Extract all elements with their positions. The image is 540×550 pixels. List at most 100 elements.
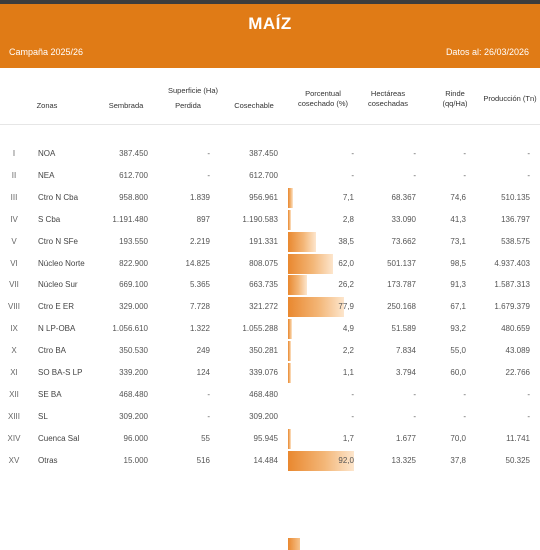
produccion-value: 11.741 (506, 433, 530, 443)
sembrada-value: 309.200 (119, 411, 148, 421)
porcentual-value: 26,2 (338, 280, 354, 290)
roman-numeral: V (11, 236, 17, 246)
rinde-value: 41,3 (450, 214, 466, 224)
zone-name: SO BA-S LP (38, 368, 83, 377)
pct-bar (288, 209, 291, 230)
pct-bar-track (288, 296, 358, 318)
sembrada-value: 1.056.610 (112, 324, 148, 334)
perdida-value: 14.825 (185, 258, 210, 268)
rinde-value: - (463, 149, 466, 158)
roman-numeral: VI (10, 258, 18, 268)
sembrada-value: 669.100 (119, 280, 148, 290)
produccion-value: 50.325 (505, 455, 530, 465)
rinde-value: 60,0 (450, 368, 466, 377)
sembrada-value: 1.191.480 (112, 214, 148, 224)
porcentual-value: 1,7 (342, 433, 354, 443)
porcentual-value: 2,2 (342, 346, 354, 356)
page-title: MAÍZ (248, 14, 292, 33)
roman-numeral: IX (10, 324, 18, 334)
cosechable-value: 612.700 (249, 170, 278, 180)
hectareas-value: 250.168 (387, 302, 416, 312)
perdida-value: - (207, 389, 210, 399)
rinde-value: 73,1 (450, 236, 466, 246)
zone-name: SE BA (38, 389, 62, 399)
col-header-zonas: Zonas (36, 101, 58, 110)
roman-numeral: VIII (7, 302, 20, 312)
porcentual-value: 4,9 (342, 324, 354, 334)
sembrada-value: 329.000 (119, 302, 148, 312)
pct-bar-track (288, 253, 358, 275)
produccion-value: 22.766 (505, 368, 530, 377)
zone-name: N LP-OBA (38, 324, 76, 334)
rinde-value: - (463, 170, 466, 180)
hectareas-value: - (413, 149, 416, 158)
porcentual-value: 62,0 (338, 258, 354, 268)
produccion-value: - (527, 170, 530, 180)
perdida-value: 516 (196, 455, 210, 465)
perdida-value: 897 (196, 214, 210, 224)
cosechable-value: 309.200 (249, 411, 278, 421)
roman-numeral: XV (8, 455, 20, 465)
perdida-value: 2.219 (189, 236, 210, 246)
cosechable-value: 95.945 (253, 433, 278, 443)
rinde-value: 55,0 (450, 346, 466, 356)
table-row: II NEA 612.700 - 612.700 - - - - (0, 165, 540, 187)
cosechable-value: 663.735 (249, 280, 278, 290)
perdida-value: 1.322 (189, 324, 210, 334)
perdida-value: 124 (196, 368, 210, 377)
produccion-value: 4.937.403 (494, 258, 530, 268)
pct-bar-track (288, 362, 358, 384)
produccion-value: 136.797 (501, 214, 530, 224)
rinde-value: 74,6 (450, 192, 466, 202)
zone-name: Otras (38, 455, 58, 465)
pct-bar-track (288, 428, 358, 450)
pct-bar-track (288, 187, 358, 209)
zone-name: Núcleo Sur (38, 280, 78, 290)
produccion-value: - (527, 411, 530, 421)
cosechable-value: 387.450 (249, 149, 278, 158)
perdida-value: - (207, 170, 210, 180)
header-divider (0, 124, 540, 125)
zone-name: NOA (38, 149, 56, 158)
rinde-value: 67,1 (450, 302, 466, 312)
cosechable-value: 339.076 (249, 368, 278, 377)
porcentual-value: 1,1 (342, 368, 354, 377)
table-row: VIII Ctro E ER 329.000 7.728 321.272 77,9 250.… (0, 296, 540, 318)
sembrada-value: 958.800 (119, 192, 148, 202)
col-header-cosechable: Cosechable (234, 101, 274, 110)
rinde-value: 70,0 (450, 433, 466, 443)
pct-bar (288, 428, 291, 449)
roman-numeral: X (11, 346, 17, 356)
sembrada-value: 612.700 (119, 170, 148, 180)
roman-numeral: VII (9, 280, 19, 290)
perdida-value: 1.839 (189, 192, 210, 202)
table-row: VI Núcleo Norte 822.900 14.825 808.075 62,0 50… (0, 253, 540, 275)
porcentual-value: 38,5 (338, 236, 354, 246)
table-row: III Ctro N Cba 958.800 1.839 956.961 7,1 68.36… (0, 187, 540, 209)
produccion-value: 538.575 (501, 236, 530, 246)
roman-numeral: II (11, 170, 17, 180)
perdida-value: 249 (196, 346, 210, 356)
perdida-value: - (207, 411, 210, 421)
produccion-value: - (527, 149, 530, 158)
roman-numeral: XIII (7, 411, 20, 421)
campaign-label: Campaña 2025/26 (9, 47, 84, 57)
hectareas-value: - (413, 170, 416, 180)
cosechable-value: 350.281 (249, 346, 278, 356)
cosechable-value: 1.055.288 (242, 324, 278, 334)
table-row: IX N LP-OBA 1.056.610 1.322 1.055.288 4,9 51.5… (0, 318, 540, 340)
pct-bar (288, 231, 316, 252)
pct-bar (288, 275, 307, 296)
porcentual-value: 92,0 (338, 455, 354, 465)
hectareas-value: 13.325 (391, 455, 416, 465)
roman-numeral: IV (10, 214, 18, 224)
porcentual-value: - (351, 149, 354, 158)
pct-bar-track (288, 340, 358, 362)
hectareas-value: 501.137 (387, 258, 416, 268)
col-header-hectareas: Hectáreas cosechadas (367, 89, 409, 108)
col-header-perdida: Perdida (175, 101, 201, 110)
cosechable-value: 956.961 (249, 192, 278, 202)
porcentual-value: - (351, 389, 354, 399)
hectareas-value: - (413, 411, 416, 421)
sembrada-value: 15.000 (123, 455, 148, 465)
